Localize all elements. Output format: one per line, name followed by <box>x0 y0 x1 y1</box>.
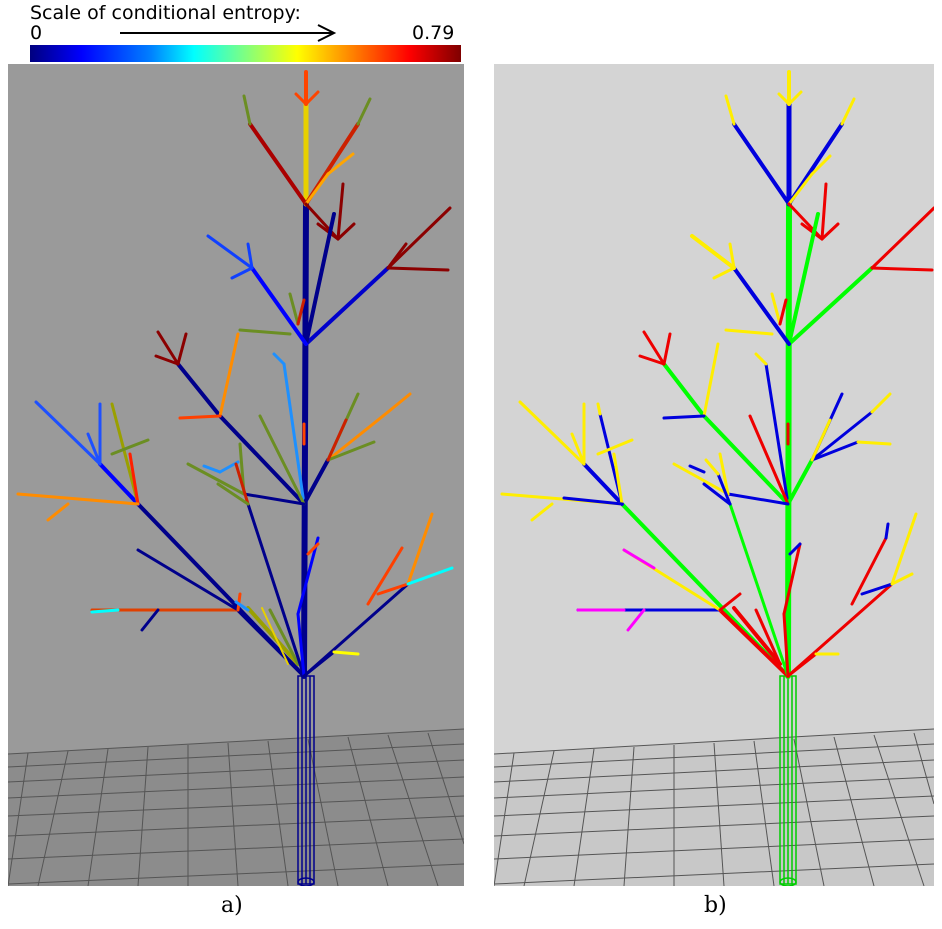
panel-a-canvas <box>8 64 464 886</box>
caption-a: a) <box>221 893 243 918</box>
tree-branches <box>500 70 934 679</box>
panel-b <box>494 64 934 886</box>
scale-arrow-icon <box>120 24 337 42</box>
scale-min-label: 0 <box>30 22 43 44</box>
scale-title: Scale of conditional entropy: <box>30 2 301 24</box>
ground-grid <box>494 728 934 886</box>
panel-a <box>8 64 464 886</box>
scale-max-label: 0.79 <box>412 22 455 44</box>
entropy-color-scale-bar <box>30 45 461 62</box>
tree-trunk <box>779 675 797 886</box>
tree-branches <box>16 70 454 679</box>
panel-b-canvas <box>494 64 934 886</box>
ground-grid <box>8 728 464 886</box>
caption-b: b) <box>704 893 727 918</box>
tree-trunk <box>297 675 315 886</box>
